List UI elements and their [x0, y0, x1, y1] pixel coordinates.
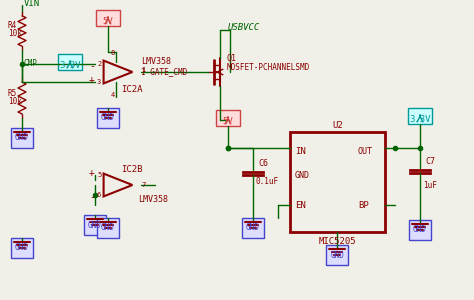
Text: GND: GND [15, 244, 29, 253]
Text: 8: 8 [111, 50, 115, 56]
Text: GND: GND [246, 224, 260, 232]
Text: -: - [89, 61, 95, 71]
Text: 1: 1 [141, 67, 145, 73]
Text: 3.3V: 3.3V [59, 61, 81, 70]
Text: IC2A: IC2A [121, 85, 143, 94]
Text: GND: GND [15, 134, 29, 142]
Text: 1uF: 1uF [423, 181, 437, 190]
Text: GND: GND [101, 113, 115, 122]
Bar [408, 108, 432, 124]
Text: 4: 4 [111, 92, 115, 98]
Bar [216, 110, 240, 126]
Text: MIC5205: MIC5205 [319, 238, 356, 247]
Bar [96, 10, 120, 26]
Text: 1 GATE_CMD: 1 GATE_CMD [141, 68, 187, 76]
Text: VIN: VIN [24, 0, 40, 8]
Text: Q1: Q1 [227, 53, 237, 62]
Text: 5: 5 [97, 172, 101, 178]
Text: 3.3V: 3.3V [409, 115, 431, 124]
Bar [11, 238, 33, 258]
Text: C7: C7 [425, 158, 435, 166]
Text: IN: IN [295, 148, 306, 157]
Text: EN: EN [295, 200, 306, 209]
Text: 5V: 5V [223, 117, 233, 126]
Text: -: - [89, 192, 95, 202]
Text: GND: GND [330, 250, 345, 260]
Text: 7: 7 [141, 182, 145, 188]
Text: 6: 6 [97, 192, 101, 198]
Text: GND: GND [413, 226, 427, 235]
Text: C6: C6 [258, 158, 268, 167]
Bar [58, 54, 82, 70]
Text: +: + [89, 168, 95, 178]
Text: GND: GND [88, 220, 102, 230]
Text: +: + [89, 75, 95, 85]
Text: OUT: OUT [358, 148, 373, 157]
Bar [11, 128, 33, 148]
Bar [327, 245, 348, 265]
Text: IC2B: IC2B [121, 166, 143, 175]
Text: GND: GND [101, 224, 115, 232]
Text: LMV358: LMV358 [138, 196, 168, 205]
Text: MOSFET-PCHANNELSMD: MOSFET-PCHANNELSMD [227, 62, 310, 71]
Text: CMP: CMP [24, 58, 38, 68]
Text: R4: R4 [8, 20, 17, 29]
Text: 10k: 10k [8, 28, 22, 38]
Text: USBVCC: USBVCC [228, 23, 260, 32]
Bar [290, 132, 385, 232]
Text: GND: GND [295, 170, 310, 179]
Text: BP: BP [358, 200, 369, 209]
Bar [97, 108, 119, 128]
Text: 0.1uF: 0.1uF [256, 178, 279, 187]
Text: 3: 3 [97, 79, 101, 85]
Polygon shape [104, 61, 132, 83]
Bar [84, 215, 106, 235]
Text: 5V: 5V [103, 17, 113, 26]
Bar [409, 220, 431, 240]
Text: 2: 2 [97, 61, 101, 67]
Text: 10k: 10k [8, 98, 22, 106]
Text: U2: U2 [332, 121, 343, 130]
Bar [97, 218, 119, 238]
Text: LMV358: LMV358 [141, 58, 171, 67]
Text: R5: R5 [8, 88, 17, 98]
Polygon shape [104, 174, 132, 196]
Bar [242, 218, 264, 238]
